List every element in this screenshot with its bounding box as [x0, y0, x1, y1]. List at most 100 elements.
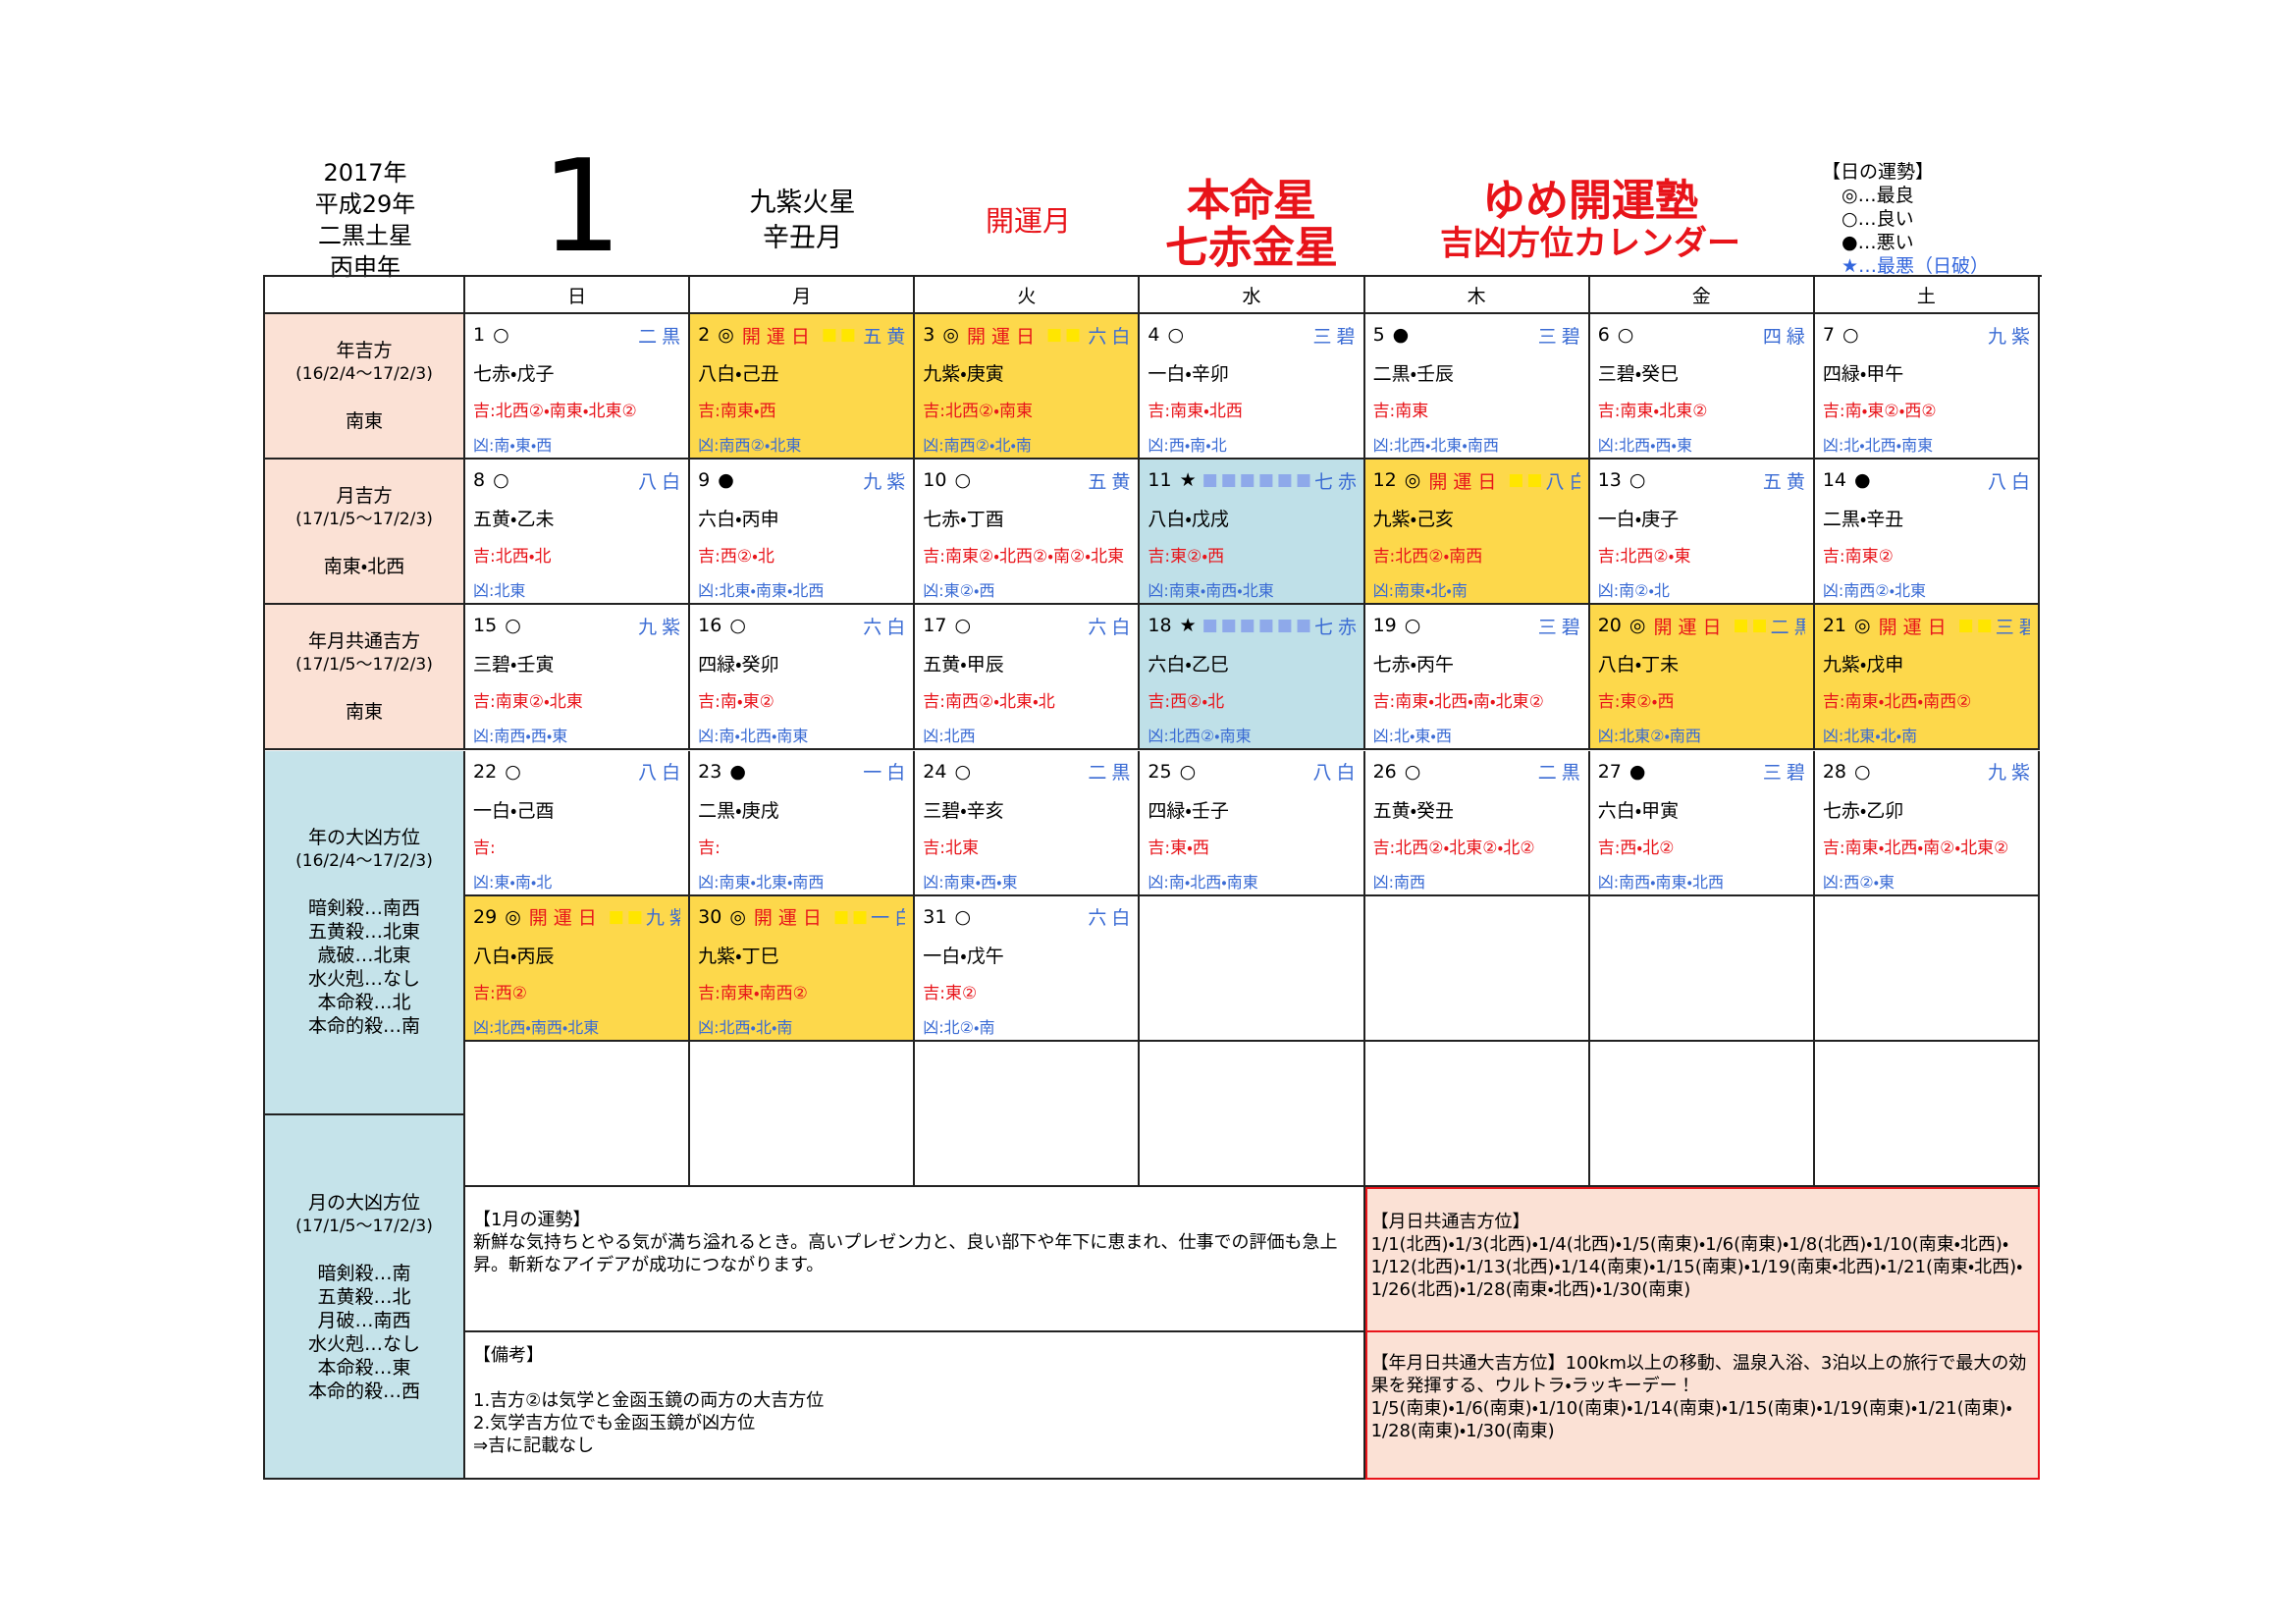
remarks-gap	[473, 1367, 1356, 1389]
common-title: 【月日共通吉方位】	[1370, 1212, 1530, 1232]
day-header: 30 ◎ 開運日■■一白	[698, 904, 905, 930]
day-mark: ○	[1404, 760, 1421, 783]
day-header: 8 ○ 八白	[473, 467, 680, 493]
day-mark: ○	[954, 469, 972, 492]
nine-star: 六白	[1088, 616, 1131, 638]
day-cell: 12 ◎ 開運日■■八白九紫・己亥吉:北西②・南西凶:南東・北・南	[1364, 460, 1590, 606]
day-header: 18 ★ ■■■■■■ 七赤	[1148, 613, 1355, 638]
lucky-dir: 吉:南東・西	[698, 402, 776, 421]
day-cell: 20 ◎ 開運日■■二黒八白・丁未吉:東②・西凶:北東②・南西	[1589, 605, 1815, 751]
fortune-title: 【1月の運勢】	[473, 1210, 591, 1230]
day-header: 11 ★ ■■■■■■ 七赤	[1148, 467, 1355, 493]
empty-cell	[915, 1041, 1141, 1187]
day-eto: 四緑・甲午	[1822, 363, 1904, 385]
day-number: 18	[1148, 615, 1172, 637]
remarks-box: 【備考】 1.吉方②は気学と金函玉鏡の両方の大吉方位 2.気学吉方位でも金函玉鏡が凶…	[465, 1332, 1365, 1480]
day-number: 28	[1822, 760, 1847, 783]
kaiun-label: 開運日	[528, 907, 603, 930]
day-mark: ★	[1179, 615, 1197, 637]
day-mark: ◎	[1629, 615, 1646, 637]
lucky-dir: 吉:	[473, 838, 496, 858]
day-header: 16 ○ 六白	[698, 613, 905, 638]
lucky-dir: 吉:東②	[923, 983, 978, 1003]
lucky-text: 100km以上の移動、温泉入浴、3泊以上の旅行で最大の効果を発揮する、ウルトラ・…	[1370, 1353, 2027, 1396]
day-eto: 一白・戊午	[923, 945, 1004, 967]
legend-item: ○…良い	[1842, 208, 1914, 230]
weekday: 土	[1916, 285, 1936, 307]
day-number: 16	[698, 615, 722, 637]
weekday-cell: 水	[1140, 277, 1365, 314]
section-title: 月吉方	[336, 485, 393, 508]
nine-star: 一白	[863, 762, 906, 784]
unlucky-dir: 凶:南東・北東・南西	[698, 872, 825, 892]
bar-deco: ■■	[821, 325, 859, 345]
weekday: 木	[1467, 285, 1486, 307]
day-number: 17	[923, 615, 947, 637]
day-cell: 19 ○ 三碧 七赤・丙午 吉:南東・北西・南・北東② 凶:北・東・西	[1364, 605, 1590, 751]
lucky-dir: 吉:南東・北西・南②・北東②	[1822, 838, 2009, 858]
day-header: 29 ◎ 開運日■■九紫	[473, 904, 680, 930]
section-line: 暗剣殺…南	[317, 1262, 411, 1284]
day-number: 15	[473, 615, 498, 637]
day-cell: 28 ○ 九紫 七赤・乙卯 吉:南東・北西・南②・北東② 凶:西②・東	[1814, 750, 2040, 896]
legend-item: ◎…最良	[1842, 185, 1914, 206]
day-header: 25 ○ 八白	[1148, 759, 1355, 785]
unlucky-dir: 凶:北西・西・東	[1597, 436, 1692, 455]
section-line: 本命的殺…南	[307, 1015, 420, 1038]
day-cell: 31 ○ 六白 一白・戊午 吉:東② 凶:北②・南	[915, 895, 1141, 1042]
lucky-dir: 吉:南東・北西・南・北東②	[1372, 692, 1544, 713]
section-line: 南東	[345, 701, 383, 724]
section-line: 水火剋…なし	[307, 1332, 420, 1355]
day-mark: ○	[729, 615, 746, 637]
unlucky-dir: 凶:北西	[923, 727, 976, 746]
nine-star: 二黒	[638, 325, 681, 348]
unlucky-dir: 凶:北・北西・南東	[1822, 436, 1934, 455]
empty-cell	[1814, 895, 2040, 1042]
weekday: 水	[1242, 285, 1261, 307]
section-period: (16/2/4～17/2/3)	[295, 851, 433, 872]
bar-deco: ■■	[1508, 470, 1546, 491]
day-number: 5	[1372, 324, 1385, 346]
lucky-box: 【年月日共通大吉方位】100km以上の移動、温泉入浴、3泊以上の旅行で最大の効果…	[1364, 1332, 2040, 1480]
day-cell: 10 ○ 五黄 七赤・丁酉 吉:南東②・北西②・南②・北東 凶:東②・西	[915, 460, 1141, 606]
bar-deco: ■■	[1733, 616, 1771, 636]
left-section: 年の大凶方位 (16/2/4～17/2/3) 暗剣殺…南西 五黄殺…北東 歳破…北東 水火…	[265, 750, 465, 1115]
day-number: 27	[1597, 760, 1622, 783]
nine-star: 八白	[638, 470, 681, 493]
bar-deco: ■■■■■■	[1201, 470, 1315, 491]
day-mark: ○	[1617, 324, 1634, 346]
unlucky-dir: 凶:北東・北・南	[1822, 727, 1918, 746]
day-mark: ◎	[942, 324, 959, 346]
day-cell: 23 ● 一白 二黒・庚戌 吉: 凶:南東・北東・南西	[690, 750, 916, 896]
remarks-line: 2.気学吉方位でも金函玉鏡が凶方位	[473, 1413, 756, 1434]
lucky-dir: 吉:北西②・東	[1597, 547, 1691, 568]
unlucky-dir: 凶:北東・南東・北西	[698, 581, 825, 601]
day-eto: 二黒・壬辰	[1372, 363, 1455, 385]
unlucky-dir: 凶:西・南・北	[1148, 436, 1227, 455]
day-mark: ○	[1842, 324, 1859, 346]
day-cell: 7 ○ 九紫 四緑・甲午 吉:南・東②・西② 凶:北・北西・南東	[1814, 314, 2040, 460]
day-eto: 三碧・辛亥	[923, 799, 1004, 822]
empty-cell	[1140, 895, 1365, 1042]
year-line: 二黒土星	[318, 222, 412, 249]
day-eto: 四緑・壬子	[1148, 799, 1229, 822]
unlucky-dir: 凶:南東・西・東	[923, 872, 1018, 892]
section-line: 月破…南西	[317, 1309, 411, 1331]
day-eto: 七赤・丁酉	[923, 509, 1004, 531]
day-mark: ●	[1629, 760, 1646, 783]
brand: ゆめ開運塾	[1482, 176, 1698, 226]
nine-star: 三碧	[1312, 325, 1356, 348]
day-header: 2 ◎ 開運日 ■■ 五黄	[698, 322, 905, 348]
unlucky-dir: 凶:北東②・南西	[1597, 727, 1701, 746]
weekday: 金	[1691, 285, 1711, 307]
nine-star: 六白	[1088, 325, 1131, 348]
section-line: 本命的殺…西	[307, 1380, 420, 1402]
section-line: 五黄殺…北	[317, 1285, 411, 1308]
weekday-cell: 月	[690, 277, 916, 314]
section-period: (17/1/5～17/2/3)	[295, 510, 433, 530]
day-eto: 七赤・戊子	[473, 363, 555, 385]
lucky-dir: 吉:南東・北西・南西②	[1822, 692, 1972, 713]
empty-cell	[1140, 1041, 1365, 1187]
day-header: 12 ◎ 開運日■■八白	[1373, 467, 1580, 493]
section-line: 歳破…北東	[317, 945, 411, 967]
